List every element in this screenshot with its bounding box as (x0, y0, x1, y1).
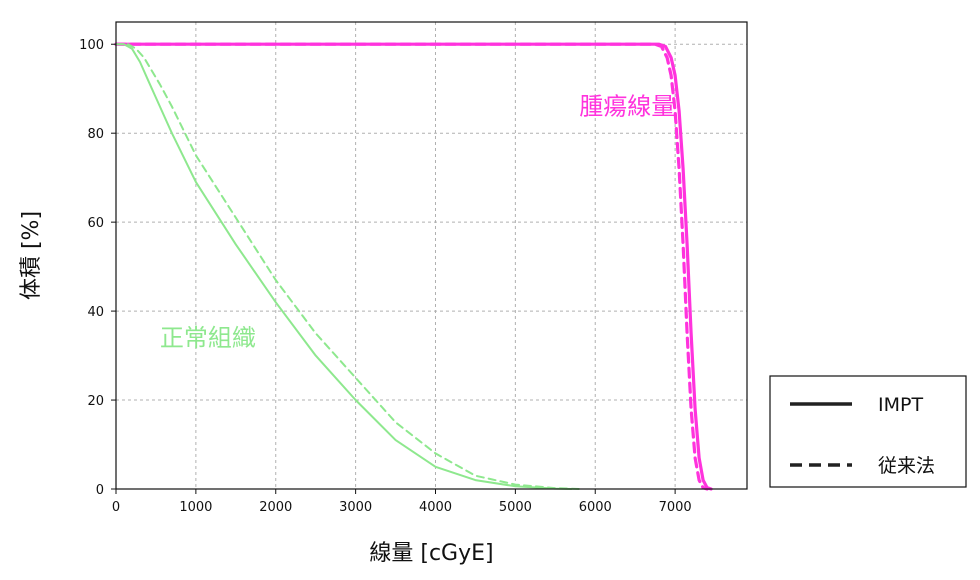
y-tick-label: 40 (87, 305, 104, 320)
annotation-tumor-dose: 腫瘍線量 (579, 93, 675, 121)
plot-frame (115, 21, 748, 490)
series-line-tumor-dashed (114, 42, 709, 491)
y-tick-label: 20 (87, 394, 104, 409)
y-tick-label: 100 (79, 38, 104, 53)
axis-ticks: 0 1000 2000 3000 4000 5000 6000 7000 0 20 40 60 80 10… (79, 38, 691, 515)
x-tick-label: 0 (112, 500, 120, 515)
x-tick-label: 6000 (579, 500, 612, 515)
y-tick-label: 80 (87, 127, 104, 142)
y-axis-label: 体積 [%] (19, 211, 44, 300)
x-tick-label: 4000 (419, 500, 452, 515)
x-tick-label: 2000 (259, 500, 292, 515)
series-line-normal-solid (115, 43, 573, 490)
y-tick-label: 60 (87, 216, 104, 231)
x-tick-label: 3000 (339, 500, 372, 515)
legend-box (769, 375, 967, 488)
annotation-normal-tissue: 正常組織 (160, 324, 256, 352)
legend-label-conventional: 従来法 (878, 455, 935, 477)
legend-label-impt: IMPT (878, 394, 923, 416)
x-tick-label: 5000 (499, 500, 532, 515)
series-line-normal-dashed (115, 43, 581, 490)
y-tick-label: 0 (96, 483, 104, 498)
series-group (114, 42, 713, 491)
legend: IMPT 従来法 (769, 375, 967, 488)
x-axis-label: 線量 [cGyE] (369, 541, 493, 566)
series-line-tumor-solid (114, 42, 713, 491)
x-tick-label: 7000 (659, 500, 692, 515)
x-tick-label: 1000 (179, 500, 212, 515)
